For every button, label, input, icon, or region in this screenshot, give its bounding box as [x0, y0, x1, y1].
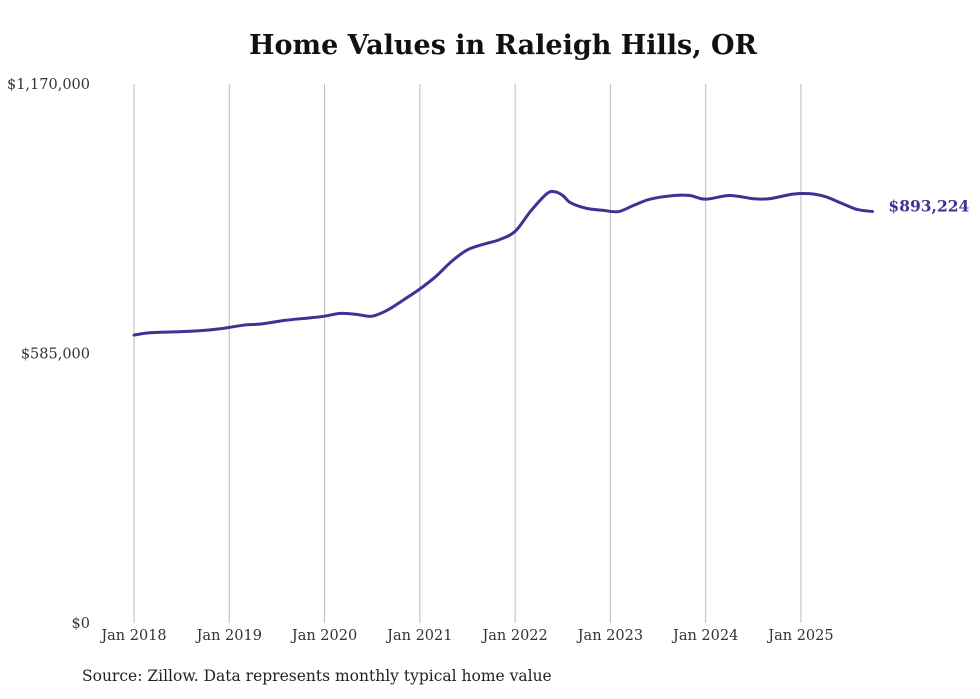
- y-tick-label: $585,000: [21, 347, 90, 363]
- y-tick-label: $0: [72, 616, 90, 632]
- x-tick-label: Jan 2020: [290, 628, 357, 644]
- x-tick-label: Jan 2023: [576, 628, 643, 644]
- x-tick-label: Jan 2025: [766, 628, 833, 644]
- x-tick-label: Jan 2021: [385, 628, 452, 644]
- chart-title: Home Values in Raleigh Hills, OR: [249, 30, 757, 61]
- end-value-label: $893,224: [888, 197, 969, 216]
- source-note: Source: Zillow. Data represents monthly …: [82, 667, 552, 685]
- x-tick-label: Jan 2018: [99, 628, 166, 644]
- x-tick-label: Jan 2019: [195, 628, 262, 644]
- x-tick-label: Jan 2022: [480, 628, 547, 644]
- y-tick-label: $1,170,000: [7, 77, 90, 93]
- x-tick-label: Jan 2024: [671, 628, 738, 644]
- series-line: [132, 189, 874, 337]
